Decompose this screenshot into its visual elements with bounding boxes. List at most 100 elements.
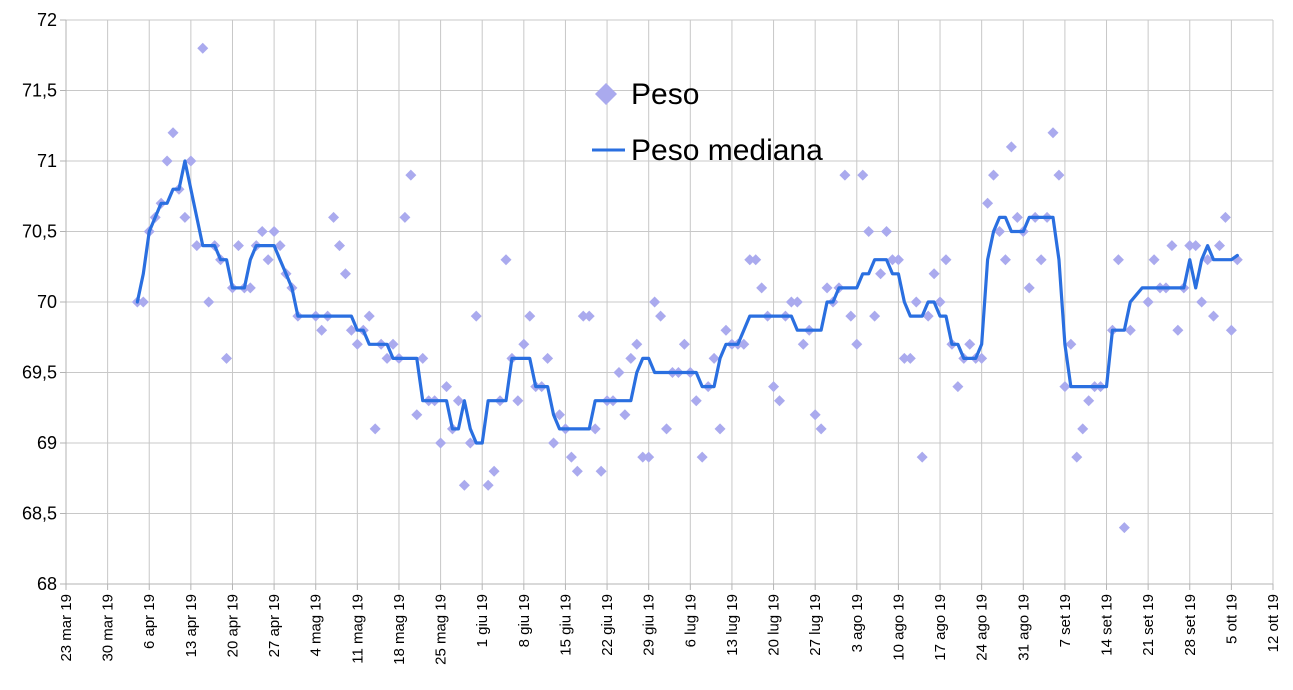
x-tick-label: 6 lug 19 <box>682 594 699 647</box>
data-point <box>928 268 940 280</box>
data-point <box>518 338 530 350</box>
data-point <box>232 240 244 252</box>
data-point <box>815 423 827 435</box>
data-point <box>839 169 851 181</box>
data-point <box>524 310 536 322</box>
data-point <box>167 127 179 139</box>
x-tick-label: 30 mar 19 <box>100 594 117 662</box>
data-point <box>458 479 470 491</box>
data-point <box>500 254 512 266</box>
data-point <box>328 211 340 223</box>
x-tick-label: 12 ott 19 <box>1265 594 1282 652</box>
data-point <box>1124 324 1136 336</box>
x-tick-label: 3 ago 19 <box>849 594 866 652</box>
data-point <box>1190 240 1202 252</box>
y-tick-label: 69,5 <box>22 363 57 383</box>
data-point <box>369 423 381 435</box>
data-point <box>411 409 423 421</box>
data-point <box>886 254 898 266</box>
legend-label-peso: Peso <box>631 78 699 111</box>
x-tick-label: 4 mag 19 <box>308 594 325 657</box>
data-point <box>988 169 1000 181</box>
data-point <box>571 465 583 477</box>
x-tick-label: 23 mar 19 <box>58 594 75 662</box>
data-point <box>405 169 417 181</box>
data-point <box>589 423 601 435</box>
data-point <box>482 479 494 491</box>
data-point <box>845 310 857 322</box>
data-point <box>179 211 191 223</box>
x-tick-label: 15 giu 19 <box>557 594 574 656</box>
y-tick-label: 70,5 <box>22 222 57 242</box>
data-point <box>756 282 768 294</box>
x-tick-label: 10 ago 19 <box>890 594 907 661</box>
data-point <box>512 395 524 407</box>
data-point <box>797 338 809 350</box>
y-tick-label: 71 <box>37 151 57 171</box>
data-point <box>851 338 863 350</box>
data-point <box>785 296 797 308</box>
x-tick-label: 1 giu 19 <box>474 594 491 647</box>
data-point <box>256 226 268 237</box>
data-point <box>197 42 209 54</box>
data-point <box>452 395 464 407</box>
data-point <box>976 352 988 364</box>
y-tick-label: 69 <box>37 433 57 453</box>
data-point <box>488 465 500 477</box>
data-point <box>274 240 286 252</box>
data-point <box>863 226 875 237</box>
data-point <box>1053 169 1065 181</box>
data-point <box>1202 254 1214 266</box>
data-point <box>1196 296 1208 308</box>
data-point <box>631 338 643 350</box>
data-point <box>613 367 625 378</box>
data-point <box>1005 141 1017 153</box>
data-point <box>565 451 577 463</box>
data-point <box>952 381 964 393</box>
data-point <box>435 437 447 449</box>
y-tick-label: 72 <box>37 10 57 30</box>
data-point <box>964 338 976 350</box>
data-point <box>940 254 952 266</box>
legend-marker-peso <box>595 83 617 105</box>
data-point <box>1219 211 1231 223</box>
data-point <box>916 451 928 463</box>
x-tick-label: 6 apr 19 <box>141 594 158 649</box>
data-point <box>773 395 785 407</box>
data-point <box>191 240 203 252</box>
data-point <box>554 409 566 421</box>
x-tick-label: 31 ago 19 <box>1015 594 1032 661</box>
data-point <box>768 381 780 393</box>
data-point <box>203 296 215 308</box>
x-tick-label: 20 lug 19 <box>766 594 783 656</box>
data-point <box>898 352 910 364</box>
data-point <box>892 254 904 266</box>
data-point <box>441 381 453 393</box>
median-line <box>135 159 1239 445</box>
data-point <box>904 352 916 364</box>
data-point <box>1208 310 1220 322</box>
data-point <box>381 352 393 364</box>
data-point <box>1225 324 1237 336</box>
legend-label-peso-mediana: Peso mediana <box>631 134 823 167</box>
data-point <box>583 310 595 322</box>
x-tick-labels: 23 mar 19 30 mar 19 6 apr 19 13 apr 19 20 ap… <box>58 594 1282 665</box>
data-point <box>1142 296 1154 308</box>
x-tick-label: 29 giu 19 <box>641 594 658 656</box>
data-point <box>643 451 655 463</box>
data-point <box>244 282 256 294</box>
x-tick-label: 5 ott 19 <box>1223 594 1240 644</box>
data-point <box>334 240 346 252</box>
data-point <box>637 451 649 463</box>
data-point <box>339 268 351 280</box>
data-point <box>791 296 803 308</box>
x-tick-label: 13 lug 19 <box>724 594 741 656</box>
x-tick-label: 11 mag 19 <box>349 594 366 664</box>
data-point <box>1166 240 1178 252</box>
y-tick-label: 68 <box>37 574 57 594</box>
y-tick-label: 70 <box>37 292 57 312</box>
x-tick-label: 27 apr 19 <box>266 594 283 657</box>
data-point <box>661 423 673 435</box>
y-tick-labels: 68 68,5 69 69,5 70 70,5 71 71,5 72 <box>22 10 57 594</box>
data-point <box>464 437 476 449</box>
